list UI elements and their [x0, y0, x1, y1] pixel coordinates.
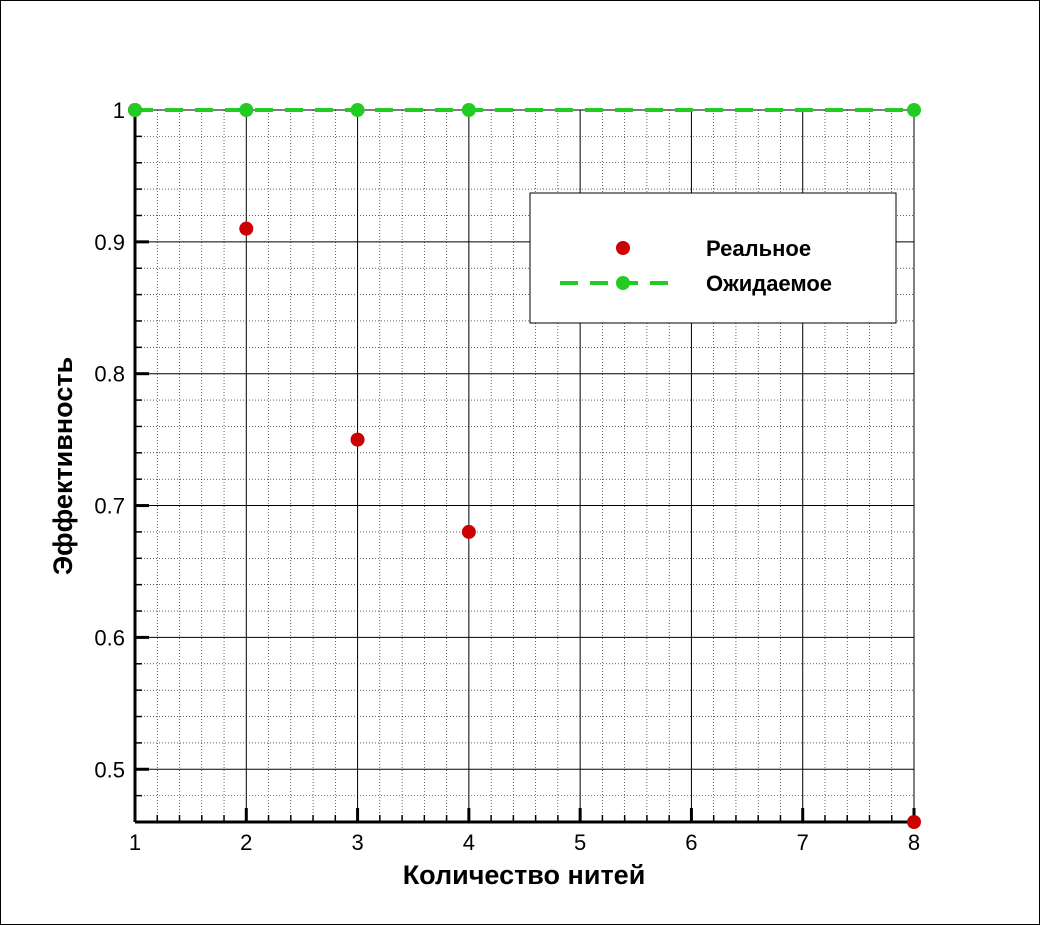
y-axis-title: Эффективность — [48, 357, 78, 575]
legend-label-real: Реальное — [706, 236, 811, 261]
real-point — [239, 221, 254, 236]
y-tick-label: 1 — [113, 98, 125, 123]
y-tick-label: 0.6 — [94, 625, 125, 650]
expected-point — [350, 103, 365, 117]
x-tick-label: 6 — [685, 830, 697, 855]
x-tick-label: 3 — [351, 830, 363, 855]
y-tick-label: 0.7 — [94, 494, 125, 519]
x-tick-label: 4 — [463, 830, 475, 855]
minor-grid — [135, 110, 914, 823]
y-tick-label: 0.5 — [94, 757, 125, 782]
expected-point — [461, 103, 476, 117]
real-point — [461, 524, 476, 539]
expected-point — [239, 103, 254, 117]
axes: 1 2 3 4 5 6 7 8 0.5 0.6 0.7 0.8 0.9 1 — [94, 98, 920, 855]
expected-point — [907, 103, 921, 117]
legend: Реальное Ожидаемое — [529, 192, 897, 324]
legend-marker-expected — [616, 276, 630, 290]
legend-box — [529, 192, 897, 324]
x-tick-label: 1 — [129, 830, 141, 855]
y-tick-label: 0.8 — [94, 362, 125, 387]
real-point — [907, 815, 921, 829]
x-tick-label: 7 — [797, 830, 809, 855]
legend-label-expected: Ожидаемое — [706, 271, 832, 296]
x-axis-title: Количество нитей — [403, 860, 646, 890]
x-tick-label: 8 — [908, 830, 920, 855]
x-tick-label: 5 — [574, 830, 586, 855]
real-point — [350, 432, 365, 447]
expected-point — [128, 103, 142, 117]
y-tick-label: 0.9 — [94, 230, 125, 255]
x-tick-label: 2 — [240, 830, 252, 855]
series-layer — [128, 103, 921, 829]
legend-marker-real — [616, 241, 630, 255]
